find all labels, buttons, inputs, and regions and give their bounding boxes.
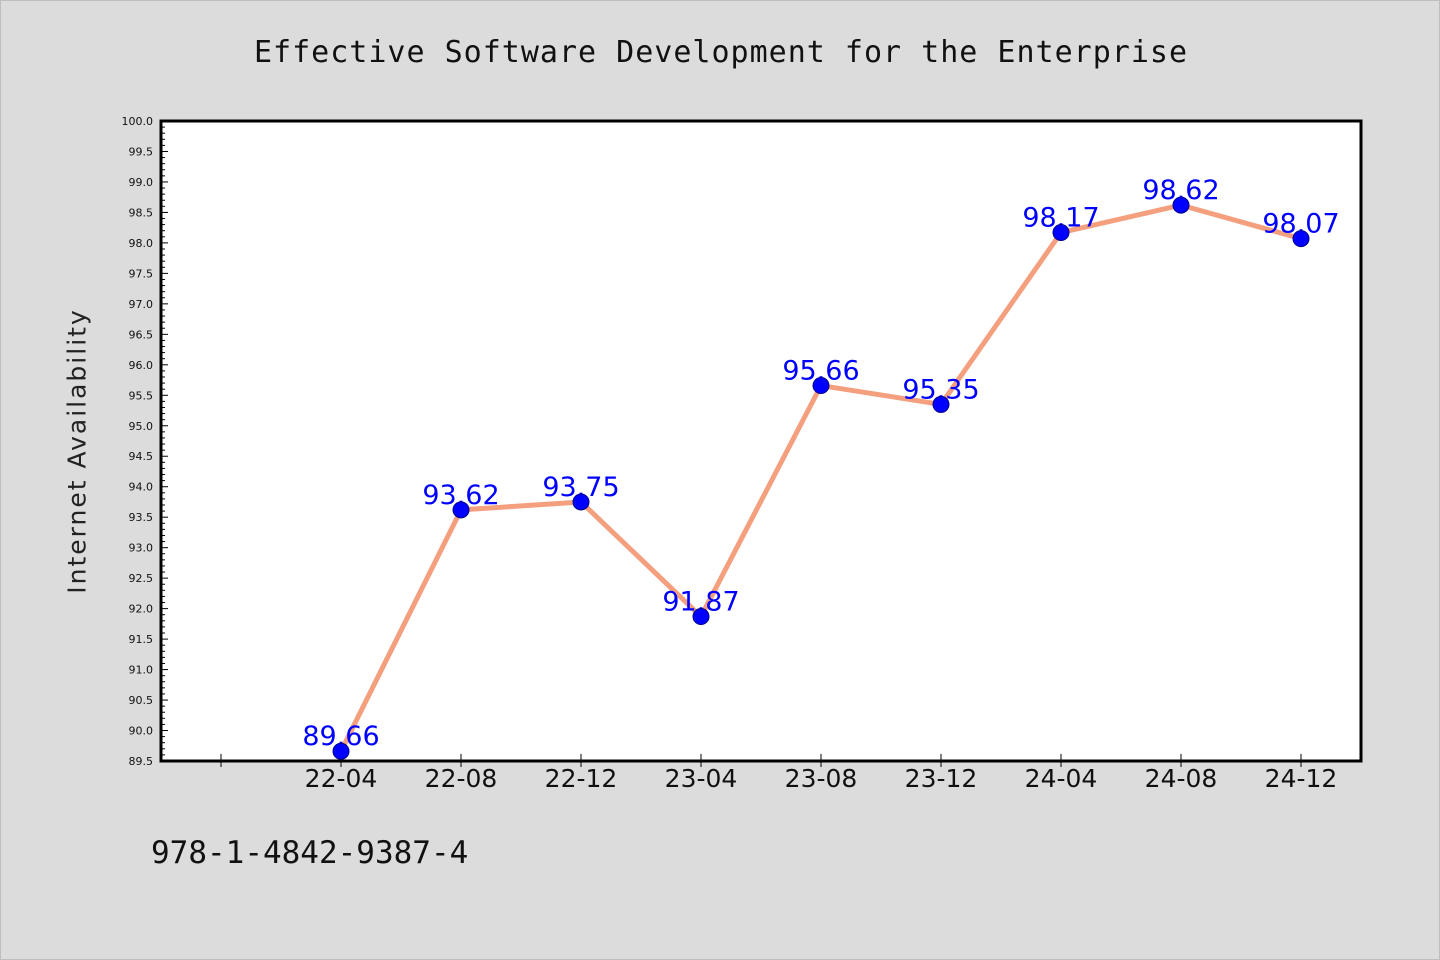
y-tick-label: 98.5 <box>129 206 154 219</box>
plot-frame <box>159 119 1363 763</box>
y-tick-label: 95.5 <box>129 389 154 402</box>
data-point <box>812 377 830 395</box>
y-tick-label: 93.0 <box>129 542 154 555</box>
y-tick-label: 91.0 <box>129 664 154 677</box>
y-tick-label: 96.0 <box>129 359 154 372</box>
y-tick-label: 94.0 <box>129 481 154 494</box>
data-point <box>1172 196 1190 214</box>
y-tick-label: 96.5 <box>129 328 154 341</box>
y-tick-label: 97.5 <box>129 267 154 280</box>
x-tick-label: 22-08 <box>425 764 498 793</box>
y-tick-label: 94.5 <box>129 450 154 463</box>
y-tick-label: 98.0 <box>129 237 154 250</box>
plot-area <box>161 121 1361 761</box>
x-tick-label: 24-04 <box>1025 764 1098 793</box>
data-point <box>452 501 470 519</box>
data-point <box>572 493 590 511</box>
y-tick-label: 99.0 <box>129 176 154 189</box>
x-tick-label: 24-08 <box>1145 764 1218 793</box>
y-tick-label: 93.5 <box>129 511 154 524</box>
y-tick-label: 90.5 <box>129 694 154 707</box>
x-tick-label: 24-12 <box>1265 764 1338 793</box>
y-tick-label: 91.5 <box>129 633 154 646</box>
y-tick-label: 99.5 <box>129 145 154 158</box>
y-tick-label: 90.0 <box>129 725 154 738</box>
data-point <box>932 395 950 413</box>
data-point <box>1292 230 1310 248</box>
data-point <box>332 742 350 760</box>
x-tick-label: 23-12 <box>905 764 978 793</box>
y-tick-label: 89.5 <box>129 755 154 768</box>
y-tick-label: 95.0 <box>129 420 154 433</box>
isbn-footer: 978-1-4842-9387-4 <box>151 835 469 871</box>
y-tick-label: 100.0 <box>122 115 154 128</box>
y-tick-label: 97.0 <box>129 298 154 311</box>
data-point <box>1052 224 1070 242</box>
y-tick-label: 92.5 <box>129 572 154 585</box>
x-tick-label: 23-08 <box>785 764 858 793</box>
x-tick-label: 22-12 <box>545 764 618 793</box>
y-tick-label: 92.0 <box>129 603 154 616</box>
x-tick-label: 22-04 <box>305 764 378 793</box>
chart-title: Effective Software Development for the E… <box>253 35 1188 70</box>
x-tick-label: 23-04 <box>665 764 738 793</box>
data-point <box>692 608 710 626</box>
